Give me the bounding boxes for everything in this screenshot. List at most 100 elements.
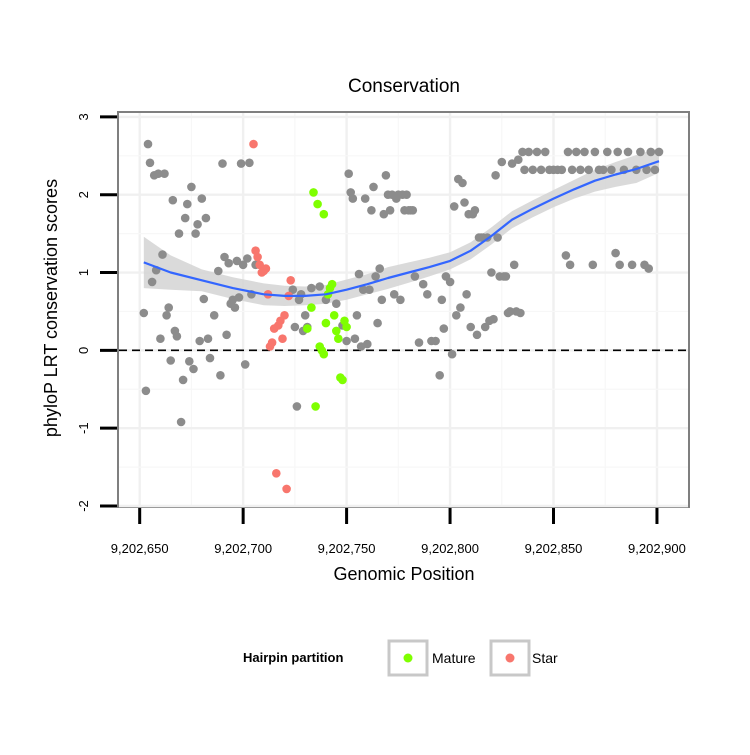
point-other xyxy=(493,233,502,242)
point-other xyxy=(307,283,316,293)
point-other xyxy=(565,260,575,270)
point-other xyxy=(458,178,467,188)
point-other xyxy=(501,272,511,281)
point-other xyxy=(209,311,219,320)
point-other xyxy=(145,158,155,168)
point-other xyxy=(456,303,465,312)
point-other xyxy=(431,336,440,346)
point-other xyxy=(385,206,395,215)
legend-title: Hairpin partition xyxy=(243,650,343,665)
point-other xyxy=(243,254,252,263)
point-other xyxy=(613,147,622,157)
point-star xyxy=(286,276,296,285)
point-other xyxy=(396,295,405,305)
point-other xyxy=(567,165,577,175)
point-star xyxy=(261,264,271,273)
point-other xyxy=(491,171,500,180)
point-other xyxy=(435,371,445,380)
point-mature xyxy=(338,375,347,385)
y-tick-label: 0 xyxy=(76,347,91,354)
point-other xyxy=(505,307,515,316)
point-other xyxy=(234,293,244,302)
point-other xyxy=(650,165,660,175)
point-other xyxy=(176,417,186,427)
y-tick-label: 1 xyxy=(76,269,91,276)
legend-label-star: Star xyxy=(532,650,558,666)
y-tick-label: -2 xyxy=(76,500,91,512)
point-other xyxy=(292,402,302,411)
point-other xyxy=(584,165,593,175)
x-tick-label: 9,202,700 xyxy=(214,541,272,556)
point-other xyxy=(540,147,550,157)
point-other xyxy=(598,165,608,175)
point-other xyxy=(199,294,209,304)
point-other xyxy=(185,357,194,366)
point-other xyxy=(224,258,233,268)
point-mature xyxy=(342,322,351,332)
point-other xyxy=(524,147,533,157)
point-other xyxy=(636,147,645,157)
point-mature xyxy=(329,311,339,320)
point-other xyxy=(164,303,173,312)
point-mature xyxy=(309,188,318,197)
legend: Hairpin partition Mature Star xyxy=(243,639,558,677)
point-mature xyxy=(319,209,329,219)
point-other xyxy=(580,147,589,157)
point-other xyxy=(644,264,653,273)
point-other xyxy=(240,360,250,369)
point-other xyxy=(222,330,231,340)
legend-dot-mature xyxy=(403,653,413,663)
point-other xyxy=(373,318,382,328)
point-other xyxy=(590,147,600,157)
point-other xyxy=(344,169,354,178)
point-other xyxy=(449,202,459,211)
point-other xyxy=(363,339,372,349)
point-other xyxy=(365,285,374,295)
point-mature xyxy=(313,199,322,209)
point-other xyxy=(238,260,248,270)
point-star xyxy=(282,484,291,494)
point-other xyxy=(195,336,204,346)
point-other xyxy=(423,290,432,299)
point-other xyxy=(563,147,573,157)
point-other xyxy=(174,229,184,238)
point-other xyxy=(205,353,215,363)
x-tick-label: 9,202,750 xyxy=(318,541,376,556)
point-other xyxy=(352,311,362,320)
point-other xyxy=(379,209,389,219)
point-mature xyxy=(327,279,337,289)
y-tick-label: 2 xyxy=(76,191,91,198)
point-other xyxy=(315,282,325,291)
axes: 9,202,650 9,202,700 9,202,750 9,202,800 9,20… xyxy=(76,113,686,556)
point-mature xyxy=(332,326,341,336)
x-tick-label: 9,202,800 xyxy=(421,541,479,556)
point-other xyxy=(497,157,507,167)
point-other xyxy=(408,206,418,215)
point-star xyxy=(255,260,264,270)
point-mature xyxy=(311,402,320,411)
legend-dot-star xyxy=(505,653,515,663)
x-tick-label: 9,202,850 xyxy=(525,541,583,556)
point-mature xyxy=(303,324,312,333)
point-other xyxy=(162,311,171,320)
point-other xyxy=(350,334,360,344)
scatter-points xyxy=(139,139,664,494)
point-other xyxy=(520,165,529,175)
x-axis-title: Genomic Position xyxy=(333,564,474,584)
point-other xyxy=(168,195,178,205)
point-other xyxy=(516,308,525,318)
point-star xyxy=(267,338,277,347)
point-other xyxy=(487,268,496,277)
point-mature xyxy=(307,303,316,312)
point-other xyxy=(514,155,523,164)
point-other xyxy=(189,364,198,374)
smooth-curve xyxy=(143,160,660,297)
point-other xyxy=(245,158,254,168)
point-other xyxy=(536,165,546,175)
point-other xyxy=(654,147,664,157)
point-other xyxy=(607,165,616,175)
point-other xyxy=(332,299,341,309)
point-other xyxy=(172,332,182,341)
